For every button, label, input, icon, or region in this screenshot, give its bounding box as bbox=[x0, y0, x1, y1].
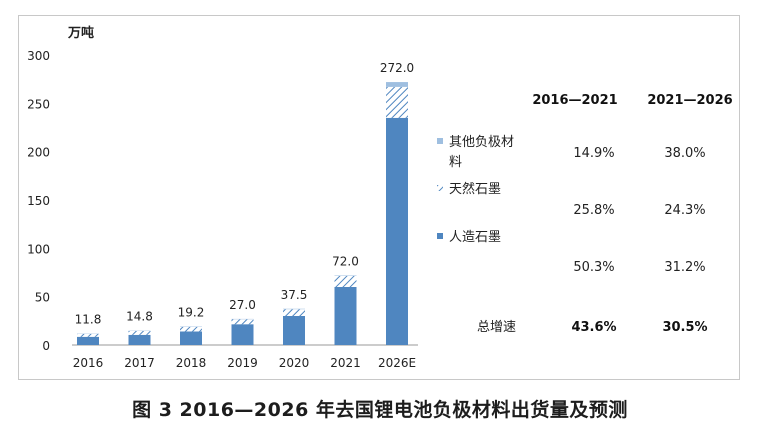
bar-natural-graphite bbox=[386, 86, 408, 118]
bar-total-label: 14.8 bbox=[126, 310, 153, 324]
bar-natural-graphite bbox=[180, 326, 202, 332]
bar-artificial-graphite bbox=[128, 334, 151, 345]
legend-label-artificial: 人造石墨 bbox=[449, 230, 501, 245]
value-labels: 11.8 14.8 19.2 27.0 37.5 72.0 272.0 bbox=[75, 61, 415, 327]
legend-swatch-artificial bbox=[437, 233, 443, 239]
legend-swatch-other bbox=[437, 138, 443, 144]
growth-rate-table: 2016—2021 2021—2026 14.9% 38.0% 25.8% 24… bbox=[477, 93, 733, 335]
y-axis-unit-label: 万吨 bbox=[67, 25, 94, 41]
growth-natural-2016-2021: 25.8% bbox=[573, 203, 614, 218]
bar-artificial-graphite bbox=[386, 117, 408, 345]
legend-label-other-line2: 料 bbox=[449, 155, 462, 170]
growth-other-2021-2026: 38.0% bbox=[664, 146, 705, 161]
bar-total-label: 37.5 bbox=[281, 288, 308, 302]
bar-natural-graphite bbox=[231, 319, 254, 325]
bars-group bbox=[77, 82, 408, 345]
bar-total-label: 27.0 bbox=[229, 298, 256, 312]
y-axis-ticks: 0 50 100 150 200 250 300 bbox=[27, 49, 50, 353]
growth-total-2021-2026: 30.5% bbox=[662, 320, 707, 335]
bar-artificial-graphite bbox=[334, 287, 357, 345]
growth-natural-2021-2026: 24.3% bbox=[664, 203, 705, 218]
growth-artificial-2021-2026: 31.2% bbox=[664, 260, 705, 275]
legend-label-other-line1: 其他负极材 bbox=[449, 135, 514, 150]
growth-total-2016-2021: 43.6% bbox=[571, 320, 616, 335]
bar-natural-graphite bbox=[283, 309, 305, 316]
legend: 其他负极材 料 天然石墨 人造石墨 bbox=[437, 135, 514, 245]
legend-swatch-natural bbox=[437, 185, 443, 191]
growth-other-2016-2021: 14.9% bbox=[573, 146, 614, 161]
x-tick-label: 2026E bbox=[378, 356, 416, 370]
bar-artificial-graphite bbox=[77, 336, 99, 345]
bar-other-anode bbox=[386, 82, 408, 87]
x-tick-label: 2017 bbox=[124, 356, 155, 370]
bar-total-label: 19.2 bbox=[178, 305, 205, 319]
x-tick-label: 2016 bbox=[73, 356, 104, 370]
growth-header-2016-2021: 2016—2021 bbox=[532, 93, 617, 108]
x-tick-label: 2018 bbox=[176, 356, 207, 370]
x-tick-label: 2020 bbox=[279, 356, 310, 370]
legend-label-natural: 天然石墨 bbox=[449, 181, 501, 197]
y-tick-label: 300 bbox=[27, 49, 50, 63]
growth-header-2021-2026: 2021—2026 bbox=[647, 93, 732, 108]
y-tick-label: 100 bbox=[27, 242, 50, 256]
bar-natural-graphite bbox=[128, 330, 151, 335]
growth-artificial-2016-2021: 50.3% bbox=[573, 260, 614, 275]
bar-natural-graphite bbox=[334, 275, 357, 287]
figure-caption: 图 3 2016—2026 年去国锂电池负极材料出货量及预测 bbox=[132, 399, 628, 421]
bar-total-label: 72.0 bbox=[332, 254, 359, 268]
bar-total-label: 272.0 bbox=[380, 61, 414, 75]
bar-total-label: 11.8 bbox=[75, 313, 102, 327]
y-tick-label: 0 bbox=[42, 339, 50, 353]
bar-artificial-graphite bbox=[283, 316, 305, 345]
x-tick-label: 2021 bbox=[330, 356, 361, 370]
y-tick-label: 250 bbox=[27, 97, 50, 111]
x-tick-label: 2019 bbox=[227, 356, 258, 370]
y-tick-label: 150 bbox=[27, 194, 50, 208]
x-axis-labels: 2016 2017 2018 2019 2020 2021 2026E bbox=[73, 356, 416, 370]
shipment-bar-chart: 万吨 0 50 100 150 200 250 300 11.8 14.8 19.2 27.0 37… bbox=[27, 25, 733, 370]
bar-artificial-graphite bbox=[180, 331, 202, 345]
chart-frame bbox=[18, 15, 740, 380]
growth-total-label: 总增速 bbox=[477, 320, 516, 335]
bar-natural-graphite bbox=[77, 333, 99, 337]
bar-artificial-graphite bbox=[231, 324, 254, 345]
y-tick-label: 50 bbox=[35, 291, 50, 305]
y-tick-label: 200 bbox=[27, 146, 50, 160]
